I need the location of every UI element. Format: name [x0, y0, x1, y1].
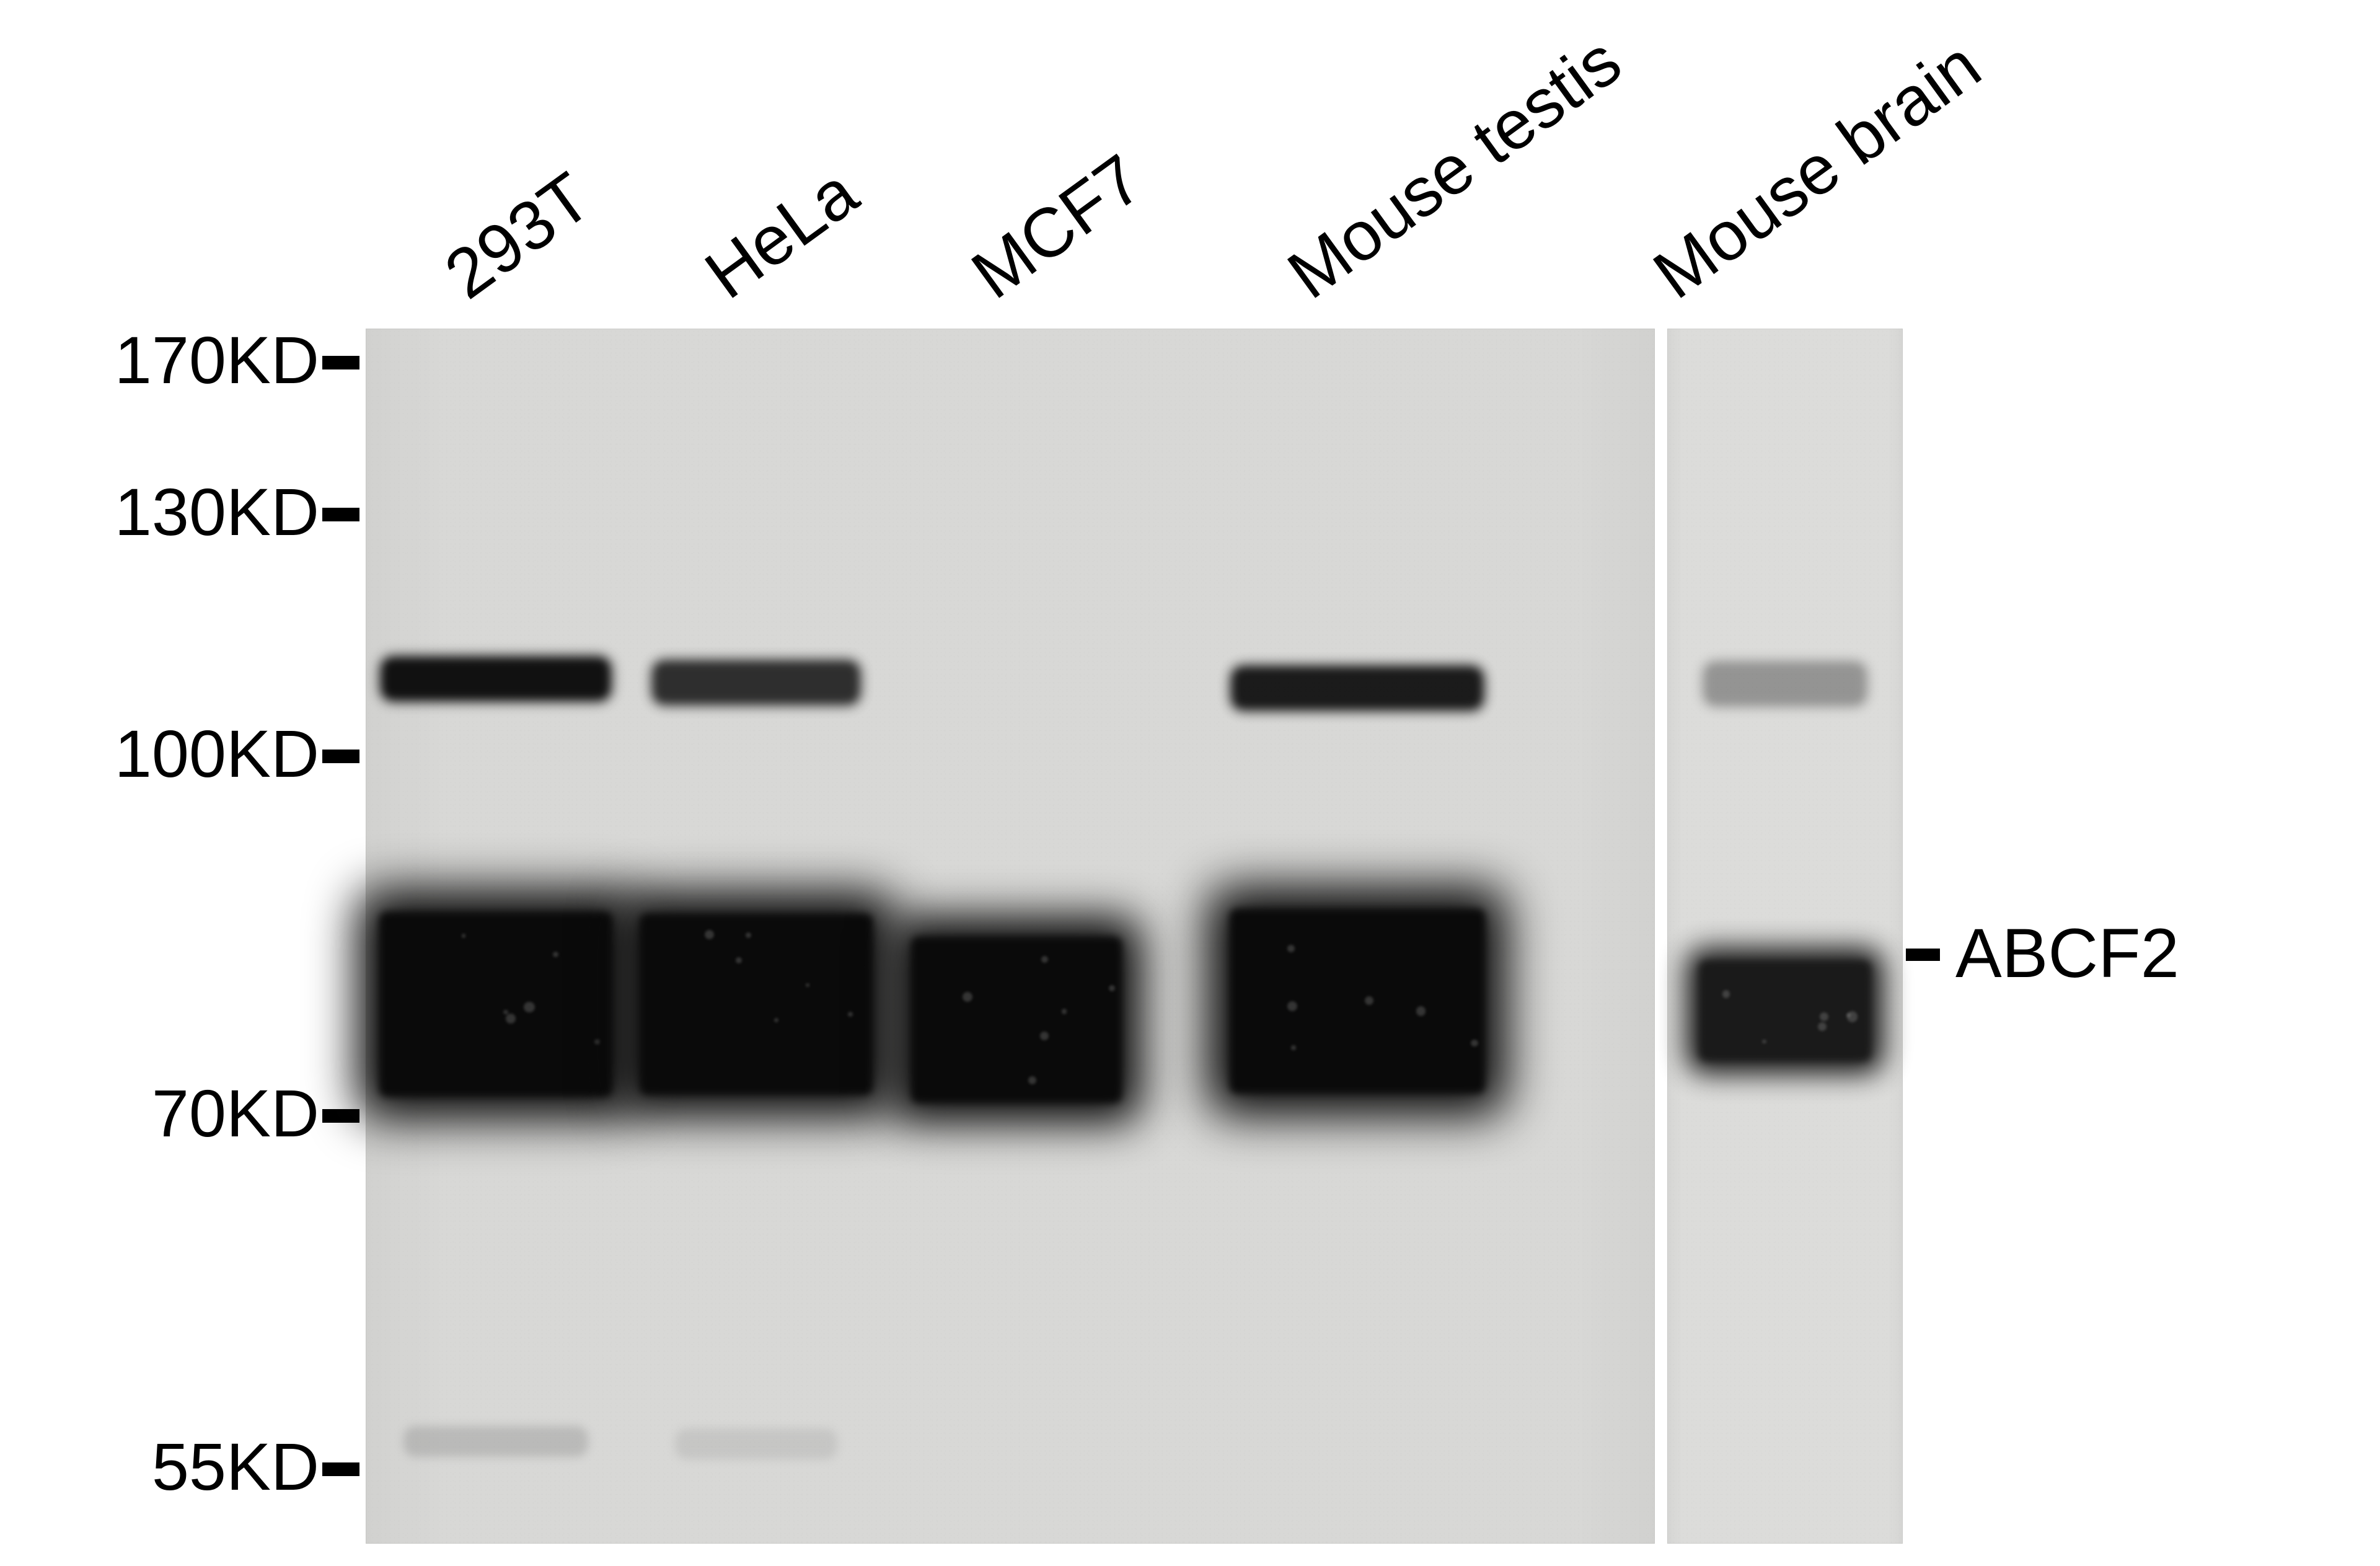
mw-marker-label: 170KD [115, 321, 319, 399]
blot-band [656, 664, 857, 701]
lane-label: HeLa [690, 152, 871, 314]
blot-band [1235, 670, 1480, 707]
blot-band [678, 1431, 834, 1456]
band-speckle [736, 957, 742, 963]
band-speckle [1762, 1040, 1766, 1043]
band-speckle [1818, 1022, 1827, 1031]
mw-marker-tick [322, 750, 359, 763]
blot-band [379, 911, 613, 1097]
lane-label: MCF7 [957, 138, 1157, 314]
protein-label-tick [1906, 949, 1940, 961]
blot-band [1229, 908, 1486, 1094]
western-blot-figure: 170KD 130KD 100KD 70KD 55KD 293T HeLa MC… [0, 0, 2380, 1566]
band-speckle [1722, 990, 1730, 998]
blot-band [1707, 665, 1863, 702]
mw-marker-tick [322, 1462, 359, 1476]
lane-label: Mouse brain [1639, 25, 1994, 314]
film-grain [1668, 329, 1902, 1543]
mw-marker-tick [322, 508, 359, 521]
mw-marker-label: 100KD [115, 715, 319, 792]
band-speckle [1820, 1012, 1828, 1021]
band-speckle [1041, 956, 1049, 963]
band-speckle [594, 1039, 600, 1045]
protein-label: ABCF2 [1955, 913, 2179, 993]
mw-marker-label: 130KD [115, 473, 319, 551]
band-speckle [848, 1012, 853, 1017]
band-speckle [503, 1010, 508, 1015]
band-speckle [774, 1018, 778, 1022]
lane-label: Mouse testis [1273, 20, 1635, 314]
mw-marker-tick [322, 1109, 359, 1123]
band-speckle [1291, 1045, 1295, 1050]
band-speckle [1846, 1013, 1851, 1017]
mw-marker-tick [322, 356, 359, 369]
blot-band [384, 660, 607, 697]
blot-band [910, 936, 1122, 1104]
band-speckle [746, 932, 751, 938]
blot-band [407, 1429, 585, 1454]
blot-band [1698, 960, 1872, 1062]
band-speckle [1028, 1076, 1036, 1084]
blot-band [639, 913, 873, 1095]
band-speckle [524, 1002, 535, 1013]
band-speckle [1287, 945, 1295, 952]
mw-marker-label: 70KD [152, 1074, 319, 1152]
lane-label: 293T [430, 157, 605, 314]
membrane-segment-right [1667, 329, 1903, 1544]
mw-marker-label: 55KD [152, 1428, 319, 1505]
band-speckle [462, 934, 465, 937]
band-speckle [1109, 985, 1115, 991]
band-speckle [705, 930, 714, 939]
band-speckle [506, 1014, 516, 1024]
